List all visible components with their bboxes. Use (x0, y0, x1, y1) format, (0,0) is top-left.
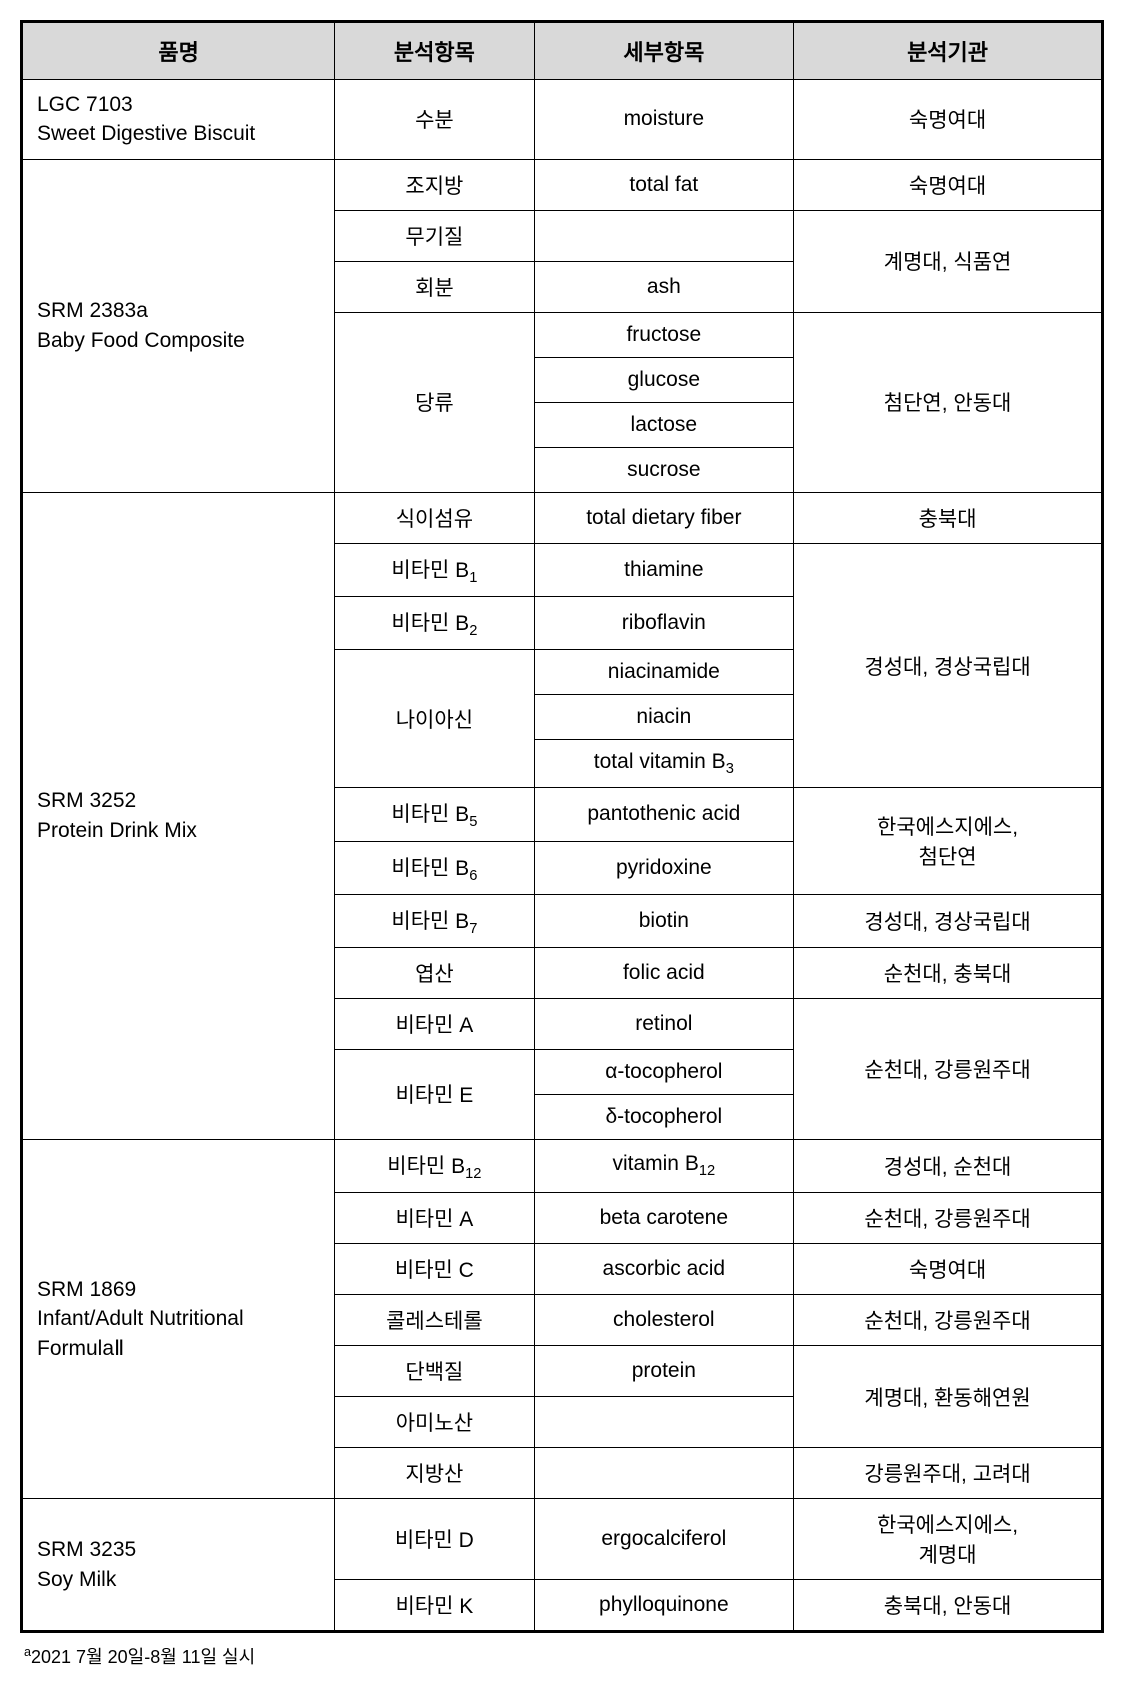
table-row: LGC 7103 Sweet Digestive Biscuit 수분 mois… (22, 80, 1103, 160)
table-row: SRM 3235 Soy Milk 비타민 D ergocalciferol 한… (22, 1499, 1103, 1580)
analysis-cell: 단백질 (335, 1346, 534, 1397)
analysis-table: 품명 분석항목 세부항목 분석기관 LGC 7103 Sweet Digesti… (20, 20, 1104, 1633)
header-detail: 세부항목 (534, 22, 794, 80)
analysis-cell: 무기질 (335, 210, 534, 261)
analysis-cell: 비타민 C (335, 1244, 534, 1295)
analysis-cell: 비타민 K (335, 1580, 534, 1632)
detail-cell (534, 1397, 794, 1448)
org-cell: 계명대, 식품연 (794, 210, 1103, 312)
detail-cell: glucose (534, 357, 794, 402)
analysis-cell: 콜레스테롤 (335, 1295, 534, 1346)
detail-cell: vitamin B12 (534, 1139, 794, 1192)
analysis-cell: 지방산 (335, 1448, 534, 1499)
analysis-cell: 식이섬유 (335, 492, 534, 543)
detail-cell: protein (534, 1346, 794, 1397)
analysis-cell: 회분 (335, 261, 534, 312)
org-cell: 충북대, 안동대 (794, 1580, 1103, 1632)
analysis-cell: 비타민 D (335, 1499, 534, 1580)
analysis-cell: 비타민 B12 (335, 1139, 534, 1192)
org-cell: 경성대, 경상국립대 (794, 894, 1103, 947)
detail-cell: ash (534, 261, 794, 312)
analysis-cell: 비타민 B5 (335, 788, 534, 841)
table-row: SRM 1869 Infant/Adult Nutritional Formul… (22, 1139, 1103, 1192)
analysis-cell: 비타민 A (335, 998, 534, 1049)
analysis-cell: 엽산 (335, 947, 534, 998)
table-row: SRM 2383a Baby Food Composite 조지방 total … (22, 159, 1103, 210)
header-analysis: 분석항목 (335, 22, 534, 80)
org-cell: 충북대 (794, 492, 1103, 543)
detail-cell: total dietary fiber (534, 492, 794, 543)
org-cell: 순천대, 강릉원주대 (794, 1295, 1103, 1346)
org-cell: 경성대, 경상국립대 (794, 543, 1103, 788)
analysis-cell: 비타민 B2 (335, 596, 534, 649)
detail-cell: moisture (534, 80, 794, 160)
org-cell: 숙명여대 (794, 1244, 1103, 1295)
detail-cell: niacin (534, 695, 794, 740)
analysis-cell: 나이아신 (335, 650, 534, 788)
detail-cell: folic acid (534, 947, 794, 998)
detail-cell: thiamine (534, 543, 794, 596)
header-row: 품명 분석항목 세부항목 분석기관 (22, 22, 1103, 80)
detail-cell (534, 1448, 794, 1499)
analysis-cell: 조지방 (335, 159, 534, 210)
org-cell: 숙명여대 (794, 159, 1103, 210)
org-cell: 강릉원주대, 고려대 (794, 1448, 1103, 1499)
analysis-cell: 아미노산 (335, 1397, 534, 1448)
detail-cell: ascorbic acid (534, 1244, 794, 1295)
org-cell: 한국에스지에스, 첨단연 (794, 788, 1103, 894)
org-cell: 한국에스지에스, 계명대 (794, 1499, 1103, 1580)
footnote: a2021 7월 20일-8월 11일 실시 (20, 1643, 1104, 1669)
detail-cell: retinol (534, 998, 794, 1049)
detail-cell: lactose (534, 402, 794, 447)
detail-cell: niacinamide (534, 650, 794, 695)
detail-cell: total vitamin B3 (534, 740, 794, 788)
product-cell: SRM 2383a Baby Food Composite (22, 159, 335, 492)
detail-cell: δ-tocopherol (534, 1094, 794, 1139)
header-product: 품명 (22, 22, 335, 80)
analysis-cell: 수분 (335, 80, 534, 160)
detail-cell (534, 210, 794, 261)
detail-cell: pyridoxine (534, 841, 794, 894)
header-org: 분석기관 (794, 22, 1103, 80)
org-cell: 순천대, 강릉원주대 (794, 998, 1103, 1139)
product-cell: SRM 3252 Protein Drink Mix (22, 492, 335, 1139)
analysis-cell: 비타민 B7 (335, 894, 534, 947)
org-cell: 숙명여대 (794, 80, 1103, 160)
org-cell: 경성대, 순천대 (794, 1139, 1103, 1192)
detail-cell: α-tocopherol (534, 1049, 794, 1094)
detail-cell: sucrose (534, 447, 794, 492)
detail-cell: phylloquinone (534, 1580, 794, 1632)
product-cell: SRM 1869 Infant/Adult Nutritional Formul… (22, 1139, 335, 1498)
detail-cell: riboflavin (534, 596, 794, 649)
detail-cell: ergocalciferol (534, 1499, 794, 1580)
detail-cell: fructose (534, 312, 794, 357)
analysis-cell: 비타민 E (335, 1049, 534, 1139)
detail-cell: pantothenic acid (534, 788, 794, 841)
detail-cell: total fat (534, 159, 794, 210)
analysis-cell: 비타민 A (335, 1193, 534, 1244)
org-cell: 첨단연, 안동대 (794, 312, 1103, 492)
detail-cell: biotin (534, 894, 794, 947)
analysis-cell: 비타민 B1 (335, 543, 534, 596)
detail-cell: cholesterol (534, 1295, 794, 1346)
org-cell: 계명대, 환동해연원 (794, 1346, 1103, 1448)
table-row: SRM 3252 Protein Drink Mix 식이섬유 total di… (22, 492, 1103, 543)
product-cell: LGC 7103 Sweet Digestive Biscuit (22, 80, 335, 160)
org-cell: 순천대, 충북대 (794, 947, 1103, 998)
org-cell: 순천대, 강릉원주대 (794, 1193, 1103, 1244)
product-cell: SRM 3235 Soy Milk (22, 1499, 335, 1632)
detail-cell: beta carotene (534, 1193, 794, 1244)
analysis-cell: 비타민 B6 (335, 841, 534, 894)
analysis-cell: 당류 (335, 312, 534, 492)
